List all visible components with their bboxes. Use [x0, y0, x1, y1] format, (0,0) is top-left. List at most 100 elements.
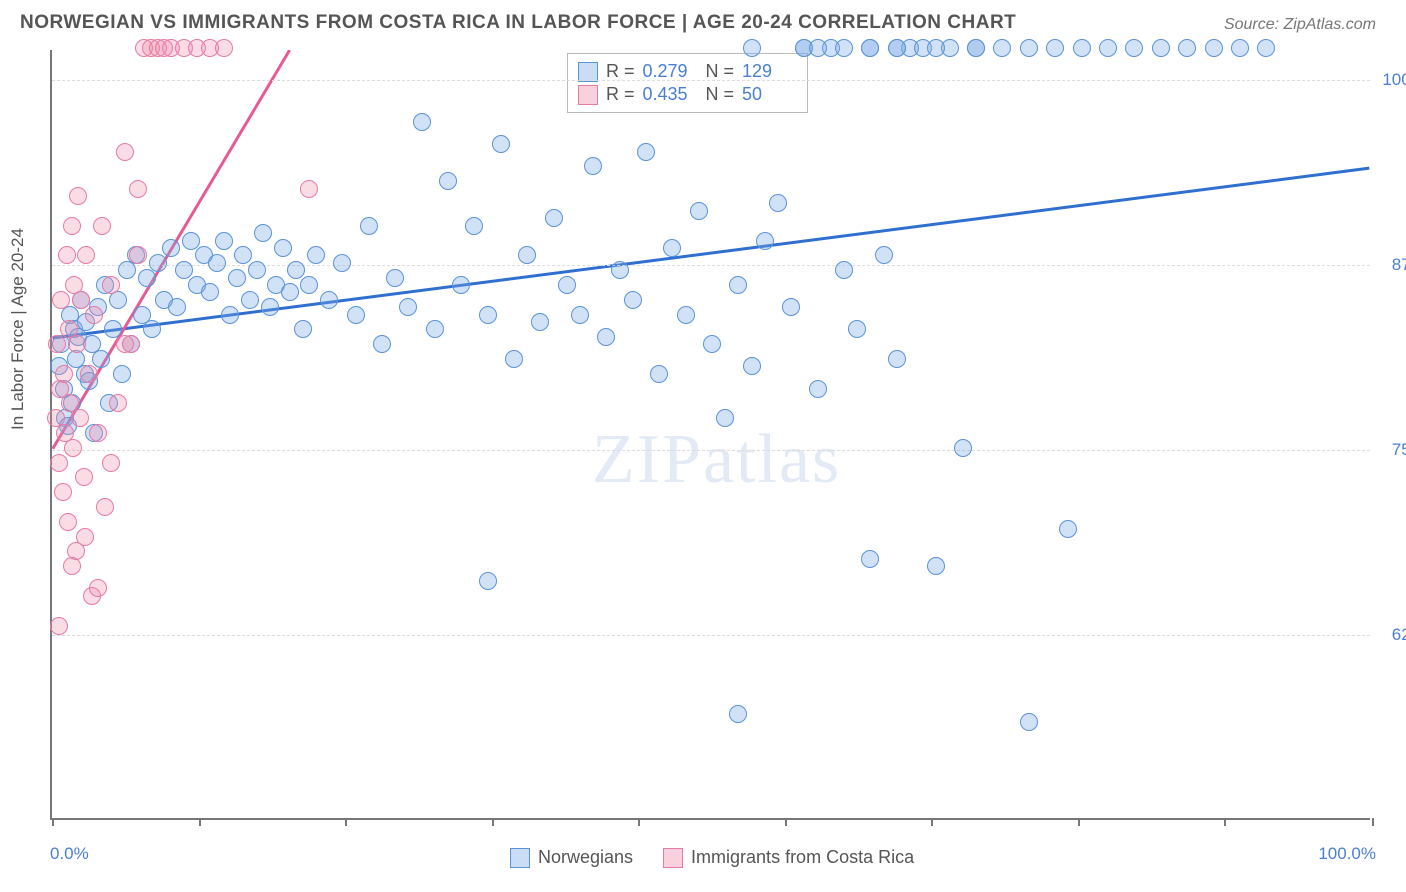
legend-item-blue: Norwegians	[510, 847, 633, 868]
data-point	[155, 39, 173, 57]
data-point	[888, 39, 906, 57]
y-tick-label: 62.5%	[1392, 625, 1406, 645]
data-point	[248, 261, 266, 279]
data-point	[102, 276, 120, 294]
data-point	[650, 365, 668, 383]
data-point	[809, 380, 827, 398]
data-point	[109, 394, 127, 412]
gridline	[52, 450, 1370, 451]
data-point	[85, 306, 103, 324]
data-point	[848, 320, 866, 338]
data-point	[597, 328, 615, 346]
data-point	[201, 283, 219, 301]
data-point	[1257, 39, 1275, 57]
data-point	[835, 39, 853, 57]
data-point	[492, 135, 510, 153]
data-point	[703, 335, 721, 353]
data-point	[294, 320, 312, 338]
data-point	[208, 254, 226, 272]
data-point	[58, 246, 76, 264]
data-point	[138, 269, 156, 287]
bottom-legend: Norwegians Immigrants from Costa Rica	[510, 847, 914, 868]
data-point	[287, 261, 305, 279]
data-point	[221, 306, 239, 324]
data-point	[116, 335, 134, 353]
data-point	[861, 550, 879, 568]
data-point	[261, 298, 279, 316]
x-tick	[199, 818, 201, 826]
data-point	[1178, 39, 1196, 57]
data-point	[743, 357, 761, 375]
data-point	[63, 217, 81, 235]
data-point	[1125, 39, 1143, 57]
n-value-pink: 50	[742, 84, 797, 105]
data-point	[75, 468, 93, 486]
legend-stats-box: R = 0.279 N = 129 R = 0.435 N = 50	[567, 53, 808, 113]
data-point	[228, 269, 246, 287]
x-tick	[1372, 818, 1374, 826]
data-point	[1020, 713, 1038, 731]
chart-container: NORWEGIAN VS IMMIGRANTS FROM COSTA RICA …	[0, 0, 1406, 892]
data-point	[182, 232, 200, 250]
x-tick	[931, 818, 933, 826]
legend-item-pink: Immigrants from Costa Rica	[663, 847, 914, 868]
y-tick-label: 87.5%	[1392, 255, 1406, 275]
data-point	[399, 298, 417, 316]
data-point	[71, 409, 89, 427]
swatch-pink	[663, 848, 683, 868]
data-point	[320, 291, 338, 309]
data-point	[175, 261, 193, 279]
data-point	[888, 350, 906, 368]
n-label: N =	[706, 84, 735, 105]
data-point	[479, 306, 497, 324]
data-point	[835, 261, 853, 279]
data-point	[505, 350, 523, 368]
swatch-blue	[510, 848, 530, 868]
data-point	[729, 276, 747, 294]
source-attribution: Source: ZipAtlas.com	[1224, 16, 1376, 34]
data-point	[149, 254, 167, 272]
data-point	[518, 246, 536, 264]
data-point	[1231, 39, 1249, 57]
x-tick	[1224, 818, 1226, 826]
data-point	[413, 113, 431, 131]
data-point	[72, 291, 90, 309]
data-point	[729, 705, 747, 723]
data-point	[545, 209, 563, 227]
y-tick-label: 75.0%	[1392, 440, 1406, 460]
data-point	[809, 39, 827, 57]
gridline	[52, 80, 1370, 81]
data-point	[48, 335, 66, 353]
data-point	[452, 276, 470, 294]
y-axis-label: In Labor Force | Age 20-24	[8, 228, 28, 430]
data-point	[300, 180, 318, 198]
data-point	[743, 39, 761, 57]
data-point	[215, 39, 233, 57]
data-point	[129, 246, 147, 264]
data-point	[54, 483, 72, 501]
data-point	[77, 246, 95, 264]
data-point	[168, 298, 186, 316]
watermark: ZIPatlas	[592, 420, 841, 500]
data-point	[162, 239, 180, 257]
data-point	[993, 39, 1011, 57]
data-point	[479, 572, 497, 590]
data-point	[93, 217, 111, 235]
legend-label-pink: Immigrants from Costa Rica	[691, 847, 914, 868]
data-point	[663, 239, 681, 257]
x-tick	[345, 818, 347, 826]
data-point	[116, 143, 134, 161]
data-point	[215, 232, 233, 250]
data-point	[927, 39, 945, 57]
data-point	[373, 335, 391, 353]
data-point	[102, 454, 120, 472]
x-tick	[52, 818, 54, 826]
data-point	[1059, 520, 1077, 538]
legend-label-blue: Norwegians	[538, 847, 633, 868]
data-point	[875, 246, 893, 264]
data-point	[611, 261, 629, 279]
data-point	[254, 224, 272, 242]
data-point	[347, 306, 365, 324]
data-point	[234, 246, 252, 264]
data-point	[769, 194, 787, 212]
